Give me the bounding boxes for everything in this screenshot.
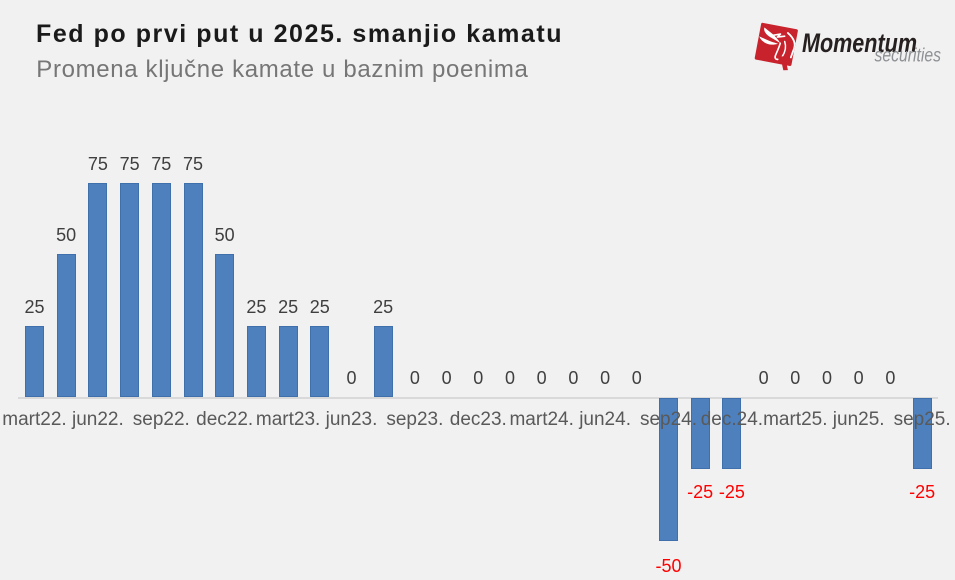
svg-text:securities: securities bbox=[875, 45, 942, 66]
svg-text:Momentum: Momentum bbox=[802, 28, 917, 58]
